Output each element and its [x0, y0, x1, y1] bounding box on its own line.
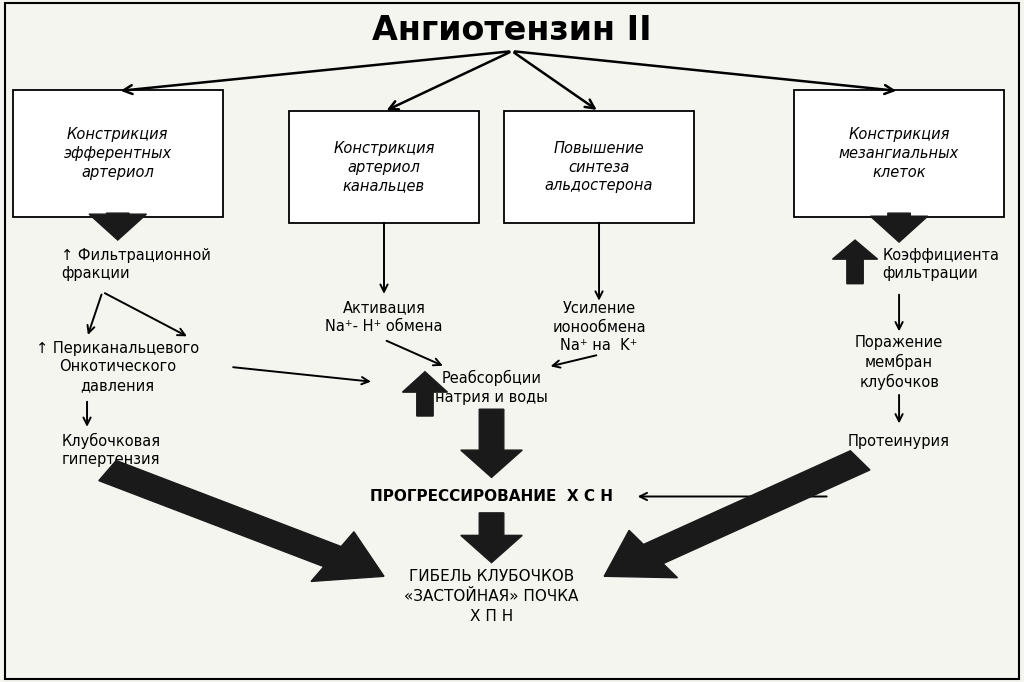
Polygon shape [89, 213, 146, 240]
Polygon shape [870, 213, 928, 242]
Polygon shape [833, 240, 878, 284]
Polygon shape [402, 372, 447, 416]
Text: Протеинурия: Протеинурия [848, 434, 950, 449]
Text: ГИБЕЛЬ КЛУБОЧКОВ
«ЗАСТОЙНАЯ» ПОЧКА
Х П Н: ГИБЕЛЬ КЛУБОЧКОВ «ЗАСТОЙНАЯ» ПОЧКА Х П Н [404, 569, 579, 624]
Text: Усиление
ионообмена
Na⁺ на  K⁺: Усиление ионообмена Na⁺ на K⁺ [552, 301, 646, 353]
Text: Констрикция
эфферентных
артериол: Констрикция эфферентных артериол [63, 128, 172, 179]
Polygon shape [461, 513, 522, 563]
Text: Активация
Na⁺- H⁺ обмена: Активация Na⁺- H⁺ обмена [326, 300, 442, 334]
FancyBboxPatch shape [289, 110, 478, 224]
Text: ↑ Фильтрационной
фракции: ↑ Фильтрационной фракции [61, 248, 211, 282]
Polygon shape [461, 409, 522, 477]
Polygon shape [604, 451, 870, 578]
Text: Клубочковая
гипертензия: Клубочковая гипертензия [61, 433, 161, 467]
FancyBboxPatch shape [795, 91, 1004, 217]
Text: Реабсорбции
натрия и воды: Реабсорбции натрия и воды [435, 370, 548, 404]
FancyBboxPatch shape [12, 91, 223, 217]
FancyBboxPatch shape [504, 110, 694, 224]
Text: Ангиотензин II: Ангиотензин II [372, 14, 652, 47]
Text: Констрикция
мезангиальных
клеток: Констрикция мезангиальных клеток [839, 128, 959, 179]
Text: Коэффициента
фильтрации: Коэффициента фильтрации [883, 248, 999, 282]
Polygon shape [99, 460, 384, 582]
Text: ↑ Периканальцевого
Онкотического
давления: ↑ Периканальцевого Онкотического давлени… [36, 341, 200, 393]
Text: Поражение
мембран
клубочков: Поражение мембран клубочков [855, 336, 943, 390]
Text: Повышение
синтеза
альдостерона: Повышение синтеза альдостерона [545, 141, 653, 193]
Text: ПРОГРЕССИРОВАНИЕ  Х С Н: ПРОГРЕССИРОВАНИЕ Х С Н [370, 489, 613, 504]
Text: Констрикция
артериол
канальцев: Констрикция артериол канальцев [334, 141, 434, 193]
